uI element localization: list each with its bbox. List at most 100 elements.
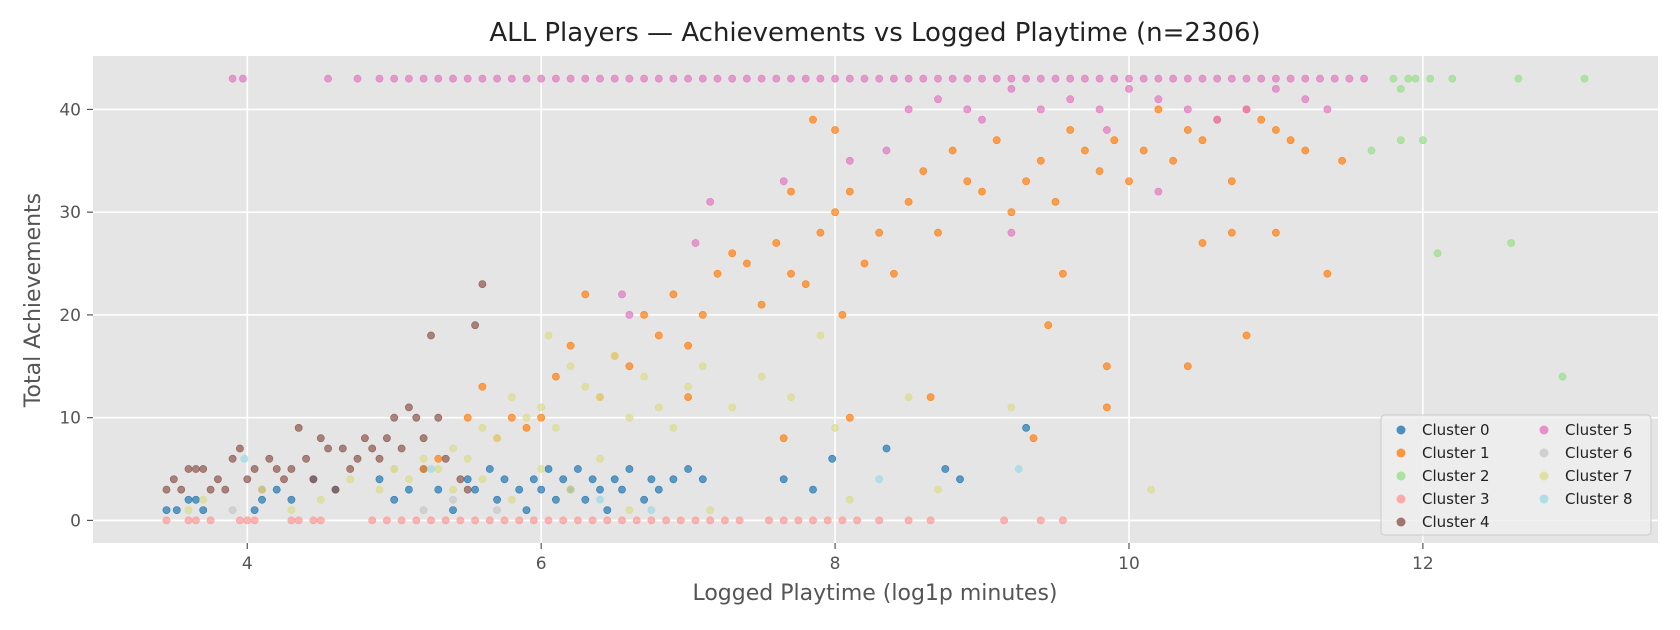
legend-marker — [1539, 471, 1549, 481]
data-point — [845, 156, 854, 165]
data-point — [772, 74, 781, 83]
data-point — [324, 444, 332, 453]
data-point — [258, 485, 266, 494]
data-point — [904, 197, 913, 206]
data-point — [625, 506, 634, 514]
legend-label: Cluster 1 — [1422, 444, 1490, 462]
data-point — [757, 300, 766, 309]
data-point — [1000, 516, 1008, 525]
data-point — [684, 74, 692, 83]
data-point — [831, 423, 839, 432]
data-point — [493, 495, 501, 504]
y-tick-label: 0 — [70, 511, 81, 531]
legend-marker — [1539, 425, 1549, 435]
data-point — [184, 516, 193, 525]
x-axis-label: Logged Playtime (log1p minutes) — [692, 581, 1057, 606]
data-point — [1242, 74, 1251, 83]
data-point — [596, 393, 604, 401]
data-point — [1059, 516, 1067, 525]
data-point — [191, 495, 200, 504]
data-point — [618, 290, 626, 299]
data-point — [1323, 269, 1332, 278]
data-point — [684, 465, 692, 473]
data-point — [1183, 126, 1192, 134]
data-point — [375, 454, 384, 463]
data-point — [493, 434, 501, 443]
data-point — [845, 187, 854, 196]
data-point — [1154, 95, 1163, 104]
data-point — [544, 331, 553, 340]
data-point — [992, 74, 1001, 83]
data-point — [828, 454, 837, 463]
data-point — [243, 516, 252, 525]
data-point — [199, 506, 208, 514]
data-point — [669, 475, 678, 484]
data-point — [845, 413, 854, 422]
data-point — [581, 382, 590, 391]
data-point — [904, 393, 913, 401]
data-point — [625, 310, 634, 319]
data-point — [265, 454, 274, 463]
legend-label: Cluster 8 — [1565, 490, 1633, 508]
data-point — [706, 516, 715, 525]
data-point — [831, 74, 839, 83]
data-point — [1183, 105, 1192, 114]
data-point — [956, 475, 964, 484]
series-cluster-5 — [228, 74, 1368, 319]
data-point — [272, 465, 281, 473]
data-point — [728, 249, 737, 258]
y-tick-label: 30 — [59, 203, 81, 223]
data-point — [316, 495, 325, 504]
data-point — [1154, 187, 1163, 196]
data-point — [390, 413, 399, 422]
data-point — [1036, 105, 1045, 114]
data-point — [632, 516, 641, 525]
axis-ticks: 4 6 8 10 12 0 10 20 30 40 — [59, 100, 1433, 574]
data-point — [1272, 228, 1280, 237]
data-point — [500, 516, 509, 525]
data-point — [713, 269, 722, 278]
legend-box — [1380, 414, 1652, 536]
data-point — [1316, 74, 1324, 83]
data-point — [434, 485, 443, 494]
data-point — [294, 516, 303, 525]
data-point — [294, 423, 303, 432]
data-point — [238, 74, 247, 83]
legend-label: Cluster 0 — [1422, 421, 1490, 439]
x-tick-label: 8 — [830, 554, 841, 574]
data-point — [390, 495, 399, 504]
data-point — [647, 516, 656, 525]
data-point — [978, 187, 986, 196]
data-point — [1007, 208, 1016, 217]
data-point — [816, 331, 825, 340]
data-point — [588, 516, 597, 525]
data-point — [434, 465, 443, 473]
data-point — [199, 465, 208, 473]
data-point — [316, 434, 325, 443]
data-point — [581, 74, 590, 83]
data-point — [559, 516, 568, 525]
data-point — [1169, 74, 1177, 83]
data-point — [485, 516, 494, 525]
data-point — [390, 74, 399, 83]
data-point — [669, 74, 678, 83]
data-point — [397, 516, 406, 525]
legend-label: Cluster 7 — [1565, 467, 1633, 485]
legend-marker — [1396, 448, 1406, 458]
data-point — [434, 413, 443, 422]
data-point — [478, 423, 487, 432]
data-point — [1183, 362, 1192, 371]
data-point — [162, 506, 171, 514]
data-point — [919, 74, 928, 83]
data-point — [610, 74, 619, 83]
data-point — [287, 506, 296, 514]
data-point — [419, 465, 428, 473]
data-point — [493, 506, 501, 514]
data-point — [684, 393, 692, 401]
data-point — [537, 413, 546, 422]
data-point — [801, 74, 810, 83]
data-point — [240, 454, 249, 463]
data-point — [1110, 74, 1119, 83]
data-point — [449, 74, 457, 83]
